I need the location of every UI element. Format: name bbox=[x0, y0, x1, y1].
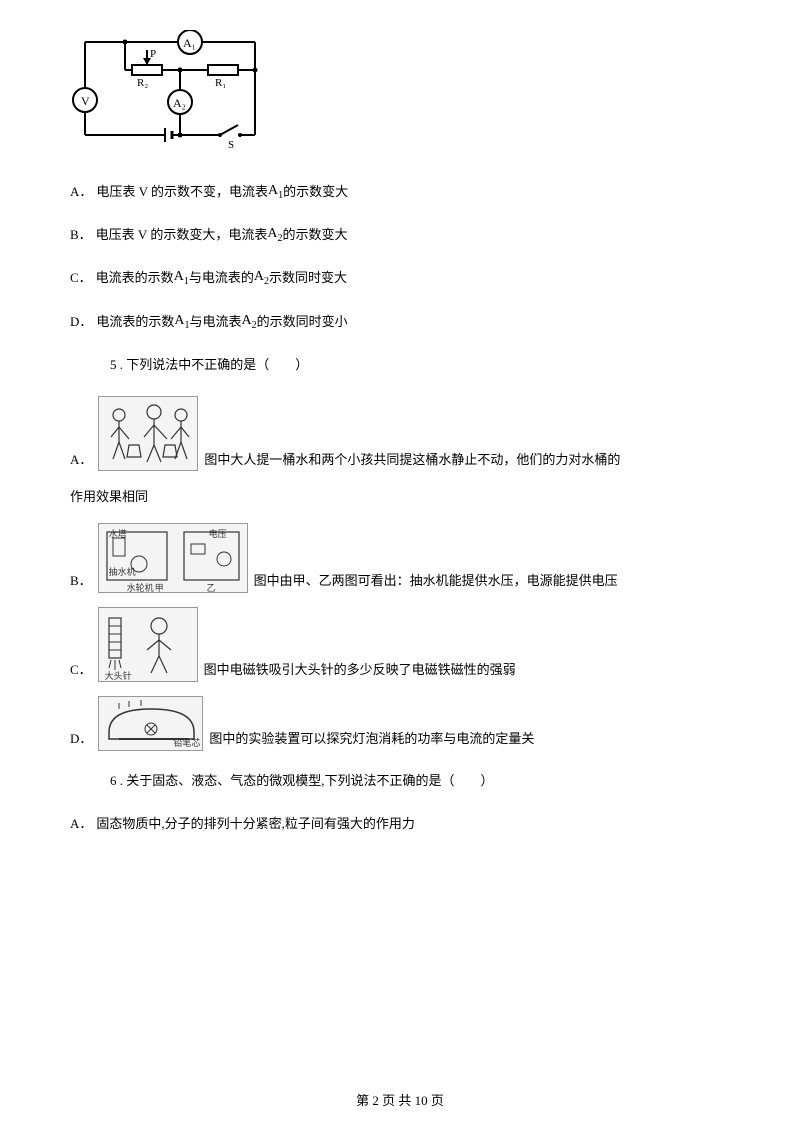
option-label: A． bbox=[70, 180, 92, 203]
figure-electromagnet: 大头针 bbox=[98, 607, 198, 682]
anno-pump: 抽水机 bbox=[109, 564, 136, 580]
option-subscript: 1 bbox=[184, 273, 189, 291]
figure-water-pump-circuit: 水塔 电压 抽水机 水轮机 甲 乙 bbox=[98, 523, 248, 593]
svg-text:V: V bbox=[81, 94, 90, 108]
option-text-post: 示数同时变大 bbox=[269, 266, 347, 289]
q5-option-b: B． 水塔 电压 抽水机 水轮机 甲 乙 图中由甲、乙两图可看出：抽水机能提供水… bbox=[70, 523, 730, 593]
option-symbol: A bbox=[254, 264, 264, 289]
option-text: 图中由甲、乙两图可看出：抽水机能提供水压，电源能提供电压 bbox=[254, 569, 618, 592]
question-text: 5 . 下列说法中不正确的是（ ） bbox=[110, 357, 308, 372]
anno-jia: 甲 bbox=[155, 580, 164, 596]
figure-bulb-circuit: 铅笔芯 bbox=[98, 696, 203, 751]
option-text-pre: 电压表 V 的示数变大，电流表 bbox=[96, 223, 268, 246]
question-text: 6 . 关于固态、液态、气态的微观模型,下列说法不正确的是（ ） bbox=[110, 773, 494, 788]
option-text-mid: 与电流表 bbox=[190, 310, 242, 333]
option-label: A． bbox=[70, 448, 92, 471]
option-label: B． bbox=[70, 223, 92, 246]
page-number: 第 2 页 共 10 页 bbox=[356, 1093, 444, 1108]
option-text-pre: 电压表 V 的示数不变，电流表 bbox=[96, 180, 268, 203]
option-label: C． bbox=[70, 658, 92, 681]
anno-water-tower: 水塔 bbox=[109, 526, 127, 542]
svg-text:A₁: A₁ bbox=[183, 36, 196, 50]
q4-option-d: D． 电流表的示数 A1 与电流表 A2 的示数同时变小 bbox=[70, 310, 730, 335]
circuit-diagram: S A₁ P R₂ R₁ V A₂ bbox=[70, 30, 260, 150]
option-text: 图中电磁铁吸引大头针的多少反映了电磁铁磁性的强弱 bbox=[204, 658, 516, 681]
option-symbol: A bbox=[174, 308, 184, 333]
svg-text:R₂: R₂ bbox=[137, 77, 148, 89]
option-text: 图中大人提一桶水和两个小孩共同提这桶水静止不动，他们的力对水桶的 bbox=[204, 448, 620, 471]
question-5: 5 . 下列说法中不正确的是（ ） bbox=[110, 353, 730, 376]
q4-option-a: A． 电压表 V 的示数不变，电流表 A1 的示数变大 bbox=[70, 180, 730, 205]
option-subscript: 2 bbox=[264, 273, 269, 291]
q5-option-d: D． 铅笔芯 图中的实验装置可以探究灯泡消耗的功率与电流的定量关 bbox=[70, 696, 730, 751]
q5-option-c: C． 大头针 图中电磁铁吸引大头针的多少反映了电磁铁磁性的强弱 bbox=[70, 607, 730, 682]
option-subscript: 2 bbox=[277, 230, 282, 248]
option-text-pre: 电流表的示数 bbox=[96, 310, 174, 333]
option-label: D． bbox=[70, 310, 92, 333]
option-text-post: 的示数同时变小 bbox=[257, 310, 348, 333]
anno-voltage: 电压 bbox=[209, 526, 227, 542]
anno-yi: 乙 bbox=[207, 580, 216, 596]
option-symbol: A bbox=[174, 264, 184, 289]
option-text: 固态物质中,分子的排列十分紧密,粒子间有强大的作用力 bbox=[96, 812, 415, 835]
svg-text:S: S bbox=[228, 139, 234, 150]
q5-option-a-cont: 作用效果相同 bbox=[70, 485, 730, 508]
option-text-post: 的示数变大 bbox=[283, 180, 348, 203]
option-label: D． bbox=[70, 727, 92, 750]
option-label: C． bbox=[70, 266, 92, 289]
svg-text:P: P bbox=[150, 48, 156, 60]
q4-option-c: C． 电流表的示数 A1 与电流表的 A2 示数同时变大 bbox=[70, 266, 730, 291]
option-symbol: A bbox=[242, 308, 252, 333]
q4-option-b: B． 电压表 V 的示数变大，电流表 A2 的示数变大 bbox=[70, 223, 730, 248]
anno-turbine: 水轮机 bbox=[127, 580, 154, 596]
option-label: B． bbox=[70, 569, 92, 592]
option-text-post: 的示数变大 bbox=[282, 223, 347, 246]
option-text: 图中的实验装置可以探究灯泡消耗的功率与电流的定量关 bbox=[209, 727, 534, 750]
page-footer: 第 2 页 共 10 页 bbox=[0, 1089, 800, 1112]
question-6: 6 . 关于固态、液态、气态的微观模型,下列说法不正确的是（ ） bbox=[110, 769, 730, 792]
q6-option-a: A． 固态物质中,分子的排列十分紧密,粒子间有强大的作用力 bbox=[70, 812, 730, 835]
anno-pins: 大头针 bbox=[105, 668, 132, 684]
option-text-mid: 与电流表的 bbox=[189, 266, 254, 289]
option-subscript: 1 bbox=[185, 317, 190, 335]
svg-text:R₁: R₁ bbox=[215, 77, 226, 89]
svg-text:A₂: A₂ bbox=[173, 96, 186, 110]
option-subscript: 2 bbox=[252, 317, 257, 335]
option-subscript: 1 bbox=[278, 187, 283, 205]
q5-option-a: A． 图中大人提一桶水和两个小孩共同提这桶水静止不动，他们的力对水桶的 bbox=[70, 396, 730, 471]
anno-pencil-lead: 铅笔芯 bbox=[173, 735, 200, 751]
option-symbol: A bbox=[267, 221, 277, 246]
option-label: A． bbox=[70, 812, 92, 835]
figure-people-bucket bbox=[98, 396, 198, 471]
option-symbol: A bbox=[268, 178, 278, 203]
option-text-pre: 电流表的示数 bbox=[96, 266, 174, 289]
